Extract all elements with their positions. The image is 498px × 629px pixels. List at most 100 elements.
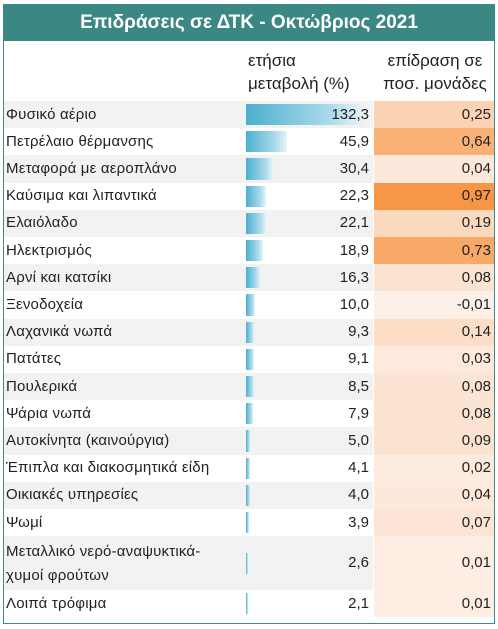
impact-value: 0,07: [461, 513, 491, 531]
table-row: Μεταφορά με αεροπλάνο 30,4 0,04: [4, 155, 494, 183]
table-row: Οικιακές υπηρεσίες 4,0 0,04: [4, 481, 494, 509]
change-value: 22,1: [339, 214, 369, 232]
impact-value: 0,08: [461, 404, 491, 422]
row-label-line: χυμοί φρούτων: [6, 567, 109, 585]
change-bar: [246, 552, 249, 574]
impact-cell: 0,08: [373, 400, 494, 428]
impact-value: 0,73: [461, 241, 491, 259]
column-header-impact-line-2: ποσ. μονάδες: [383, 74, 487, 93]
change-cell: 22,1: [246, 210, 373, 237]
impact-cell: 0,08: [373, 373, 494, 401]
column-header-change: ετήσια μεταβολή (%): [248, 49, 372, 95]
table-row: Καύσιμα και λιπαντικά 22,3 0,97: [4, 182, 494, 210]
table-row: Πουλερικά 8,5 0,08: [4, 373, 494, 401]
impact-value: 0,04: [461, 159, 491, 177]
impact-value: 0,03: [461, 350, 491, 368]
row-label: Πουλερικά: [6, 377, 78, 395]
change-cell: 5,0: [246, 427, 373, 454]
change-value: 8,5: [348, 377, 369, 395]
change-value: 18,9: [339, 241, 369, 259]
row-label: Λοιπά τρόφιμα: [6, 594, 107, 612]
impact-cell: 0,97: [373, 182, 494, 210]
change-value: 4,0: [348, 486, 369, 504]
change-bar: [246, 321, 255, 343]
change-cell: 9,1: [246, 346, 373, 373]
change-bar: [246, 430, 251, 452]
change-cell: 4,1: [246, 455, 373, 482]
impact-cell: 0,19: [373, 209, 494, 237]
impact-value: 0,01: [461, 594, 491, 612]
impact-cell: -0,01: [373, 291, 494, 319]
change-cell: 22,3: [246, 183, 373, 210]
change-cell: 4,0: [246, 482, 373, 509]
change-cell: 7,9: [246, 400, 373, 427]
impact-cell: 0,25: [373, 101, 494, 129]
change-bar: [246, 403, 253, 425]
change-cell: 8,5: [246, 373, 373, 400]
impact-value: 0,19: [461, 214, 491, 232]
table-row: Λοιπά τρόφιμα 2,1 0,01: [4, 590, 494, 618]
change-cell: 30,4: [246, 155, 373, 182]
change-value: 2,6: [348, 554, 369, 572]
chart-title: Επιδράσεις σε ΔΤΚ - Οκτώβριος 2021: [4, 5, 494, 41]
change-cell: 45,9: [246, 128, 373, 155]
table-row: Ελαιόλαδο 22,1 0,19: [4, 209, 494, 237]
impact-cell: 0,14: [373, 318, 494, 346]
change-bar: [246, 512, 250, 534]
impact-cell: 0,09: [373, 427, 494, 455]
impact-cell: 0,07: [373, 509, 494, 537]
change-cell: 18,9: [246, 237, 373, 264]
row-label: Έπιπλα και διακοσμητικά είδη: [6, 459, 210, 477]
row-label: Μεταλλικό νερό-αναψυκτικά-χυμοί φρούτων: [6, 540, 200, 588]
change-cell: 132,3: [246, 101, 373, 128]
row-label: Πατάτες: [6, 350, 62, 368]
row-label: Αυτοκίνητα (καινούργια): [6, 431, 170, 449]
change-bar: [246, 240, 263, 262]
impact-value: 0,08: [461, 268, 491, 286]
row-label: Ψάρια νωπά: [6, 404, 92, 422]
impact-value: 0,14: [461, 323, 491, 341]
change-value: 10,0: [339, 295, 369, 313]
change-value: 9,1: [348, 350, 369, 368]
column-header-change-line-2: μεταβολή (%): [248, 74, 350, 93]
impact-cell: 0,73: [373, 237, 494, 265]
table-row: Αυτοκίνητα (καινούργια) 5,0 0,09: [4, 427, 494, 455]
change-value: 4,1: [348, 459, 369, 477]
table-row: Ψωμί 3,9 0,07: [4, 509, 494, 537]
impact-value: 0,97: [461, 187, 491, 205]
table-row: Μεταλλικό νερό-αναψυκτικά-χυμοί φρούτων 2…: [4, 536, 494, 591]
row-label: Ελαιόλαδο: [6, 214, 78, 232]
row-label: Πετρέλαιο θέρμανσης: [6, 132, 154, 150]
change-value: 132,3: [331, 105, 369, 123]
table-row: Πατάτες 9,1 0,03: [4, 345, 494, 373]
change-value: 30,4: [339, 159, 369, 177]
impact-cell: 0,64: [373, 128, 494, 156]
row-label: Ξενοδοχεία: [6, 295, 84, 313]
row-label: Λαχανικά νωπά: [6, 323, 113, 341]
change-value: 9,3: [348, 323, 369, 341]
impact-cell: 0,01: [373, 536, 494, 591]
impact-cell: 0,08: [373, 264, 494, 292]
table-row: Έπιπλα και διακοσμητικά είδη 4,1 0,02: [4, 454, 494, 482]
row-label: Φυσικό αέριο: [6, 105, 97, 123]
change-value: 5,0: [348, 431, 369, 449]
column-header-impact-line-1: επίδραση σε: [387, 51, 483, 70]
change-cell: 2,6: [246, 536, 373, 590]
row-label: Οικιακές υπηρεσίες: [6, 486, 139, 504]
column-header-impact: επίδραση σε ποσ. μονάδες: [376, 49, 494, 95]
table-row: Πετρέλαιο θέρμανσης 45,9 0,64: [4, 128, 494, 156]
impact-value: 0,08: [461, 377, 491, 395]
change-bar: [246, 294, 255, 316]
impact-cell: 0,01: [373, 590, 494, 618]
change-bar: [246, 267, 261, 289]
change-cell: 3,9: [246, 509, 373, 536]
impact-value: 0,25: [461, 105, 491, 123]
change-value: 22,3: [339, 187, 369, 205]
row-label-line: Μεταλλικό νερό-αναψυκτικά-: [6, 543, 201, 561]
change-bar: [246, 104, 363, 126]
row-label: Καύσιμα και λιπαντικά: [6, 187, 157, 205]
change-bar: [246, 593, 248, 615]
chart-table: Επιδράσεις σε ΔΤΚ - Οκτώβριος 2021 ετήσι…: [3, 4, 495, 624]
change-bar: [246, 457, 250, 479]
change-value: 16,3: [339, 268, 369, 286]
